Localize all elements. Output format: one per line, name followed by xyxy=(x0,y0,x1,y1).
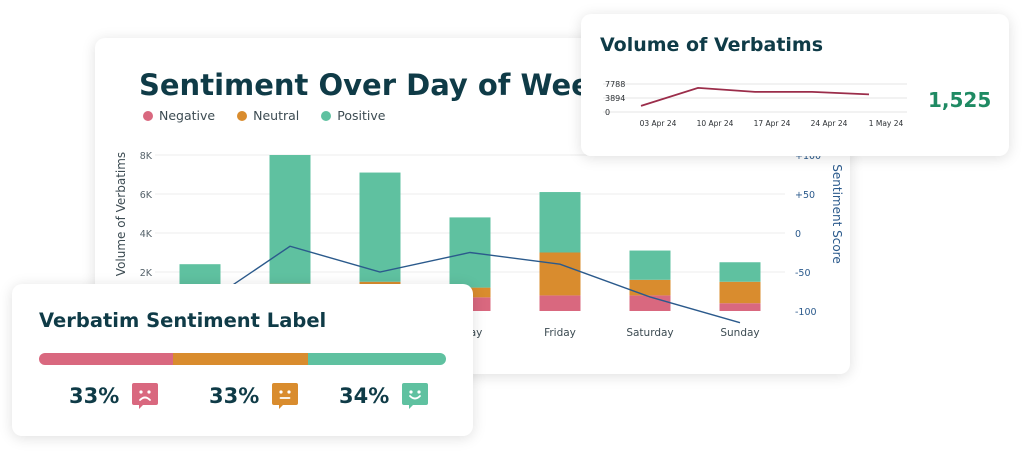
sentiment-segment-neutral xyxy=(173,353,308,365)
volume-line xyxy=(640,87,870,107)
legend-item-positive[interactable]: Positive xyxy=(321,108,385,123)
legend-dot-negative xyxy=(143,110,153,121)
volume-total: 1,525 xyxy=(928,88,992,112)
y2-tick-label: +100 xyxy=(795,151,821,162)
neutral-percent: 33% xyxy=(209,384,260,408)
volume-y-tick-label: 3894 xyxy=(605,94,625,103)
volume-x-tick-label: 1 May 24 xyxy=(869,119,904,128)
bar-neutral-saturday xyxy=(629,279,671,296)
sad-face-icon xyxy=(132,383,159,409)
y2-axis-title: Sentiment Score xyxy=(830,164,844,263)
y2-tick-label: +50 xyxy=(795,190,815,201)
negative-percent: 33% xyxy=(69,384,120,408)
verbatim-sentiment-label-card: Verbatim Sentiment Label 33% 33% 34% xyxy=(12,284,473,436)
y-tick-label: 6K xyxy=(140,190,153,201)
legend-dot-neutral xyxy=(237,110,248,121)
sentiment-segment-positive xyxy=(307,353,446,365)
positive-percent-group: 34% xyxy=(339,382,429,410)
bar-positive-tuesday xyxy=(269,155,311,284)
y-tick-label: 8K xyxy=(140,151,153,162)
sentiment-distribution-bar xyxy=(39,353,446,365)
x-tick-label-sunday: Sunday xyxy=(720,327,759,339)
legend-label-positive: Positive xyxy=(337,108,386,123)
sentiment-label-title: Verbatim Sentiment Label xyxy=(39,309,327,332)
negative-percent-group: 33% xyxy=(69,382,159,410)
legend-dot-positive xyxy=(321,110,332,121)
bar-neutral-friday xyxy=(539,252,581,296)
volume-x-tick-label: 24 Apr 24 xyxy=(811,119,848,128)
volume-x-tick-label: 17 Apr 24 xyxy=(754,119,791,128)
bar-positive-friday xyxy=(539,192,581,253)
bar-positive-wednesday xyxy=(359,172,401,282)
x-tick-label-saturday: Saturday xyxy=(626,327,673,339)
sentiment-segment-negative xyxy=(39,353,174,365)
volume-sparkline-chart: 7788 3894 0 03 Apr 24 10 Apr 24 17 Apr 24 24 A… xyxy=(603,80,907,128)
volume-title: Volume of Verbatims xyxy=(600,34,824,56)
y2-tick-label: 0 xyxy=(795,229,801,240)
bar-negative-saturday xyxy=(629,295,671,311)
positive-percent: 34% xyxy=(339,384,390,408)
legend-label-neutral: Neutral xyxy=(253,108,300,123)
volume-x-tick-label: 10 Apr 24 xyxy=(697,119,734,128)
chart-legend: Negative Neutral Positive xyxy=(143,108,385,123)
y-axis-title: Volume of Verbatims xyxy=(114,152,128,276)
happy-face-icon xyxy=(402,383,429,409)
volume-of-verbatims-card: Volume of Verbatims 7788 3894 0 03 Apr 24 10… xyxy=(581,14,1009,156)
legend-label-negative: Negative xyxy=(159,108,216,123)
y2-tick-label: -100 xyxy=(795,307,817,318)
bar-negative-friday xyxy=(539,295,581,311)
bar-neutral-sunday xyxy=(719,281,761,304)
y2-tick-label: -50 xyxy=(795,268,811,279)
volume-y-tick-label: 7788 xyxy=(605,80,625,89)
volume-x-tick-label: 03 Apr 24 xyxy=(640,119,677,128)
bar-positive-sunday xyxy=(719,262,761,282)
neutral-face-icon xyxy=(272,383,299,409)
legend-item-negative[interactable]: Negative xyxy=(143,108,215,123)
neutral-percent-group: 33% xyxy=(209,382,299,410)
chart-title: Sentiment Over Day of Week xyxy=(139,68,611,102)
y-tick-label: 4K xyxy=(140,229,153,240)
bar-positive-saturday xyxy=(629,250,671,280)
legend-item-neutral[interactable]: Neutral xyxy=(237,108,299,123)
bar-negative-sunday xyxy=(719,303,761,311)
y-tick-label: 2K xyxy=(140,268,153,279)
x-tick-label-friday: Friday xyxy=(544,327,576,339)
volume-y-tick-label: 0 xyxy=(605,108,610,117)
